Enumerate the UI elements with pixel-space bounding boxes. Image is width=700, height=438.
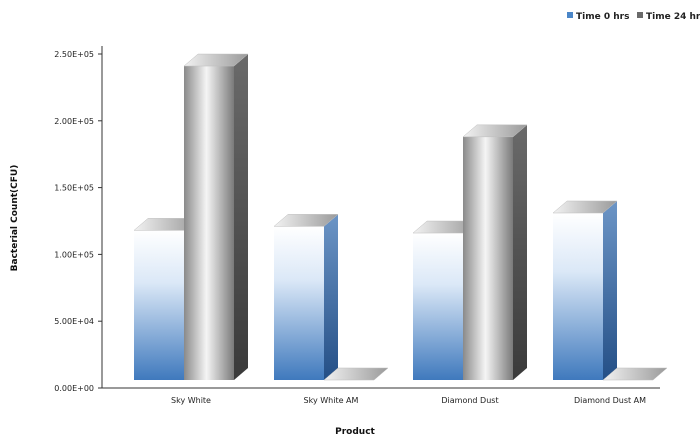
- x-category-label: Sky White AM: [304, 396, 359, 405]
- y-tick-label: 1.50E+05: [54, 184, 94, 193]
- bar-front: [413, 233, 463, 380]
- y-tick-label: 2.50E+05: [54, 50, 94, 59]
- bar-time-24-diamond-dust-am: [602, 367, 668, 381]
- bar-side: [513, 124, 527, 381]
- x-category-label: Diamond Dust AM: [574, 396, 646, 405]
- bar-time-0-diamond-dust-am: [552, 200, 618, 380]
- bar-side: [324, 214, 338, 380]
- bar-top: [552, 200, 618, 214]
- x-axis-title: Product: [335, 427, 375, 437]
- bar-side: [603, 201, 617, 380]
- legend-swatch-time-0: [567, 12, 573, 18]
- legend-swatch-time-24: [637, 12, 643, 18]
- bar-top: [462, 124, 528, 138]
- bar-time-24-sky-white-am: [323, 367, 389, 381]
- bar-top: [183, 53, 249, 67]
- bar-front: [184, 66, 234, 380]
- x-category-label: Diamond Dust: [441, 396, 498, 405]
- y-tick-label: 5.00E+04: [54, 317, 94, 326]
- y-tick-labels: 0.00E+00 5.00E+04 1.00E+05 1.50E+05 2.00E+05…: [54, 50, 102, 393]
- bar-time-24-sky-white: [183, 53, 249, 380]
- y-tick-label: 1.00E+05: [54, 250, 94, 259]
- legend: Time 0 hrs Time 24 hrs: [567, 12, 700, 22]
- bar-front: [134, 230, 184, 380]
- axes: [101, 46, 660, 389]
- bar-time-0-sky-white-am: [273, 214, 339, 380]
- y-axis-title: Bacterial Count(CFU): [10, 165, 20, 272]
- x-category-label: Sky White: [171, 396, 211, 405]
- legend-label-time-24: Time 24 hrs: [646, 12, 700, 22]
- bar-time-24-diamond-dust: [462, 124, 528, 381]
- bars: [133, 53, 668, 381]
- y-tick-label: 0.00E+00: [54, 384, 94, 393]
- bar-side: [234, 54, 248, 380]
- bar-front: [553, 213, 603, 380]
- bar-top: [273, 214, 339, 227]
- bar-top: [602, 367, 668, 381]
- category-labels: Sky White Sky White AM Diamond Dust Diamond…: [171, 396, 646, 405]
- bar-top: [323, 367, 389, 381]
- bar-front: [274, 226, 324, 380]
- y-tick-label: 2.00E+05: [54, 117, 94, 126]
- bar-front: [463, 136, 513, 380]
- legend-label-time-0: Time 0 hrs: [576, 12, 629, 22]
